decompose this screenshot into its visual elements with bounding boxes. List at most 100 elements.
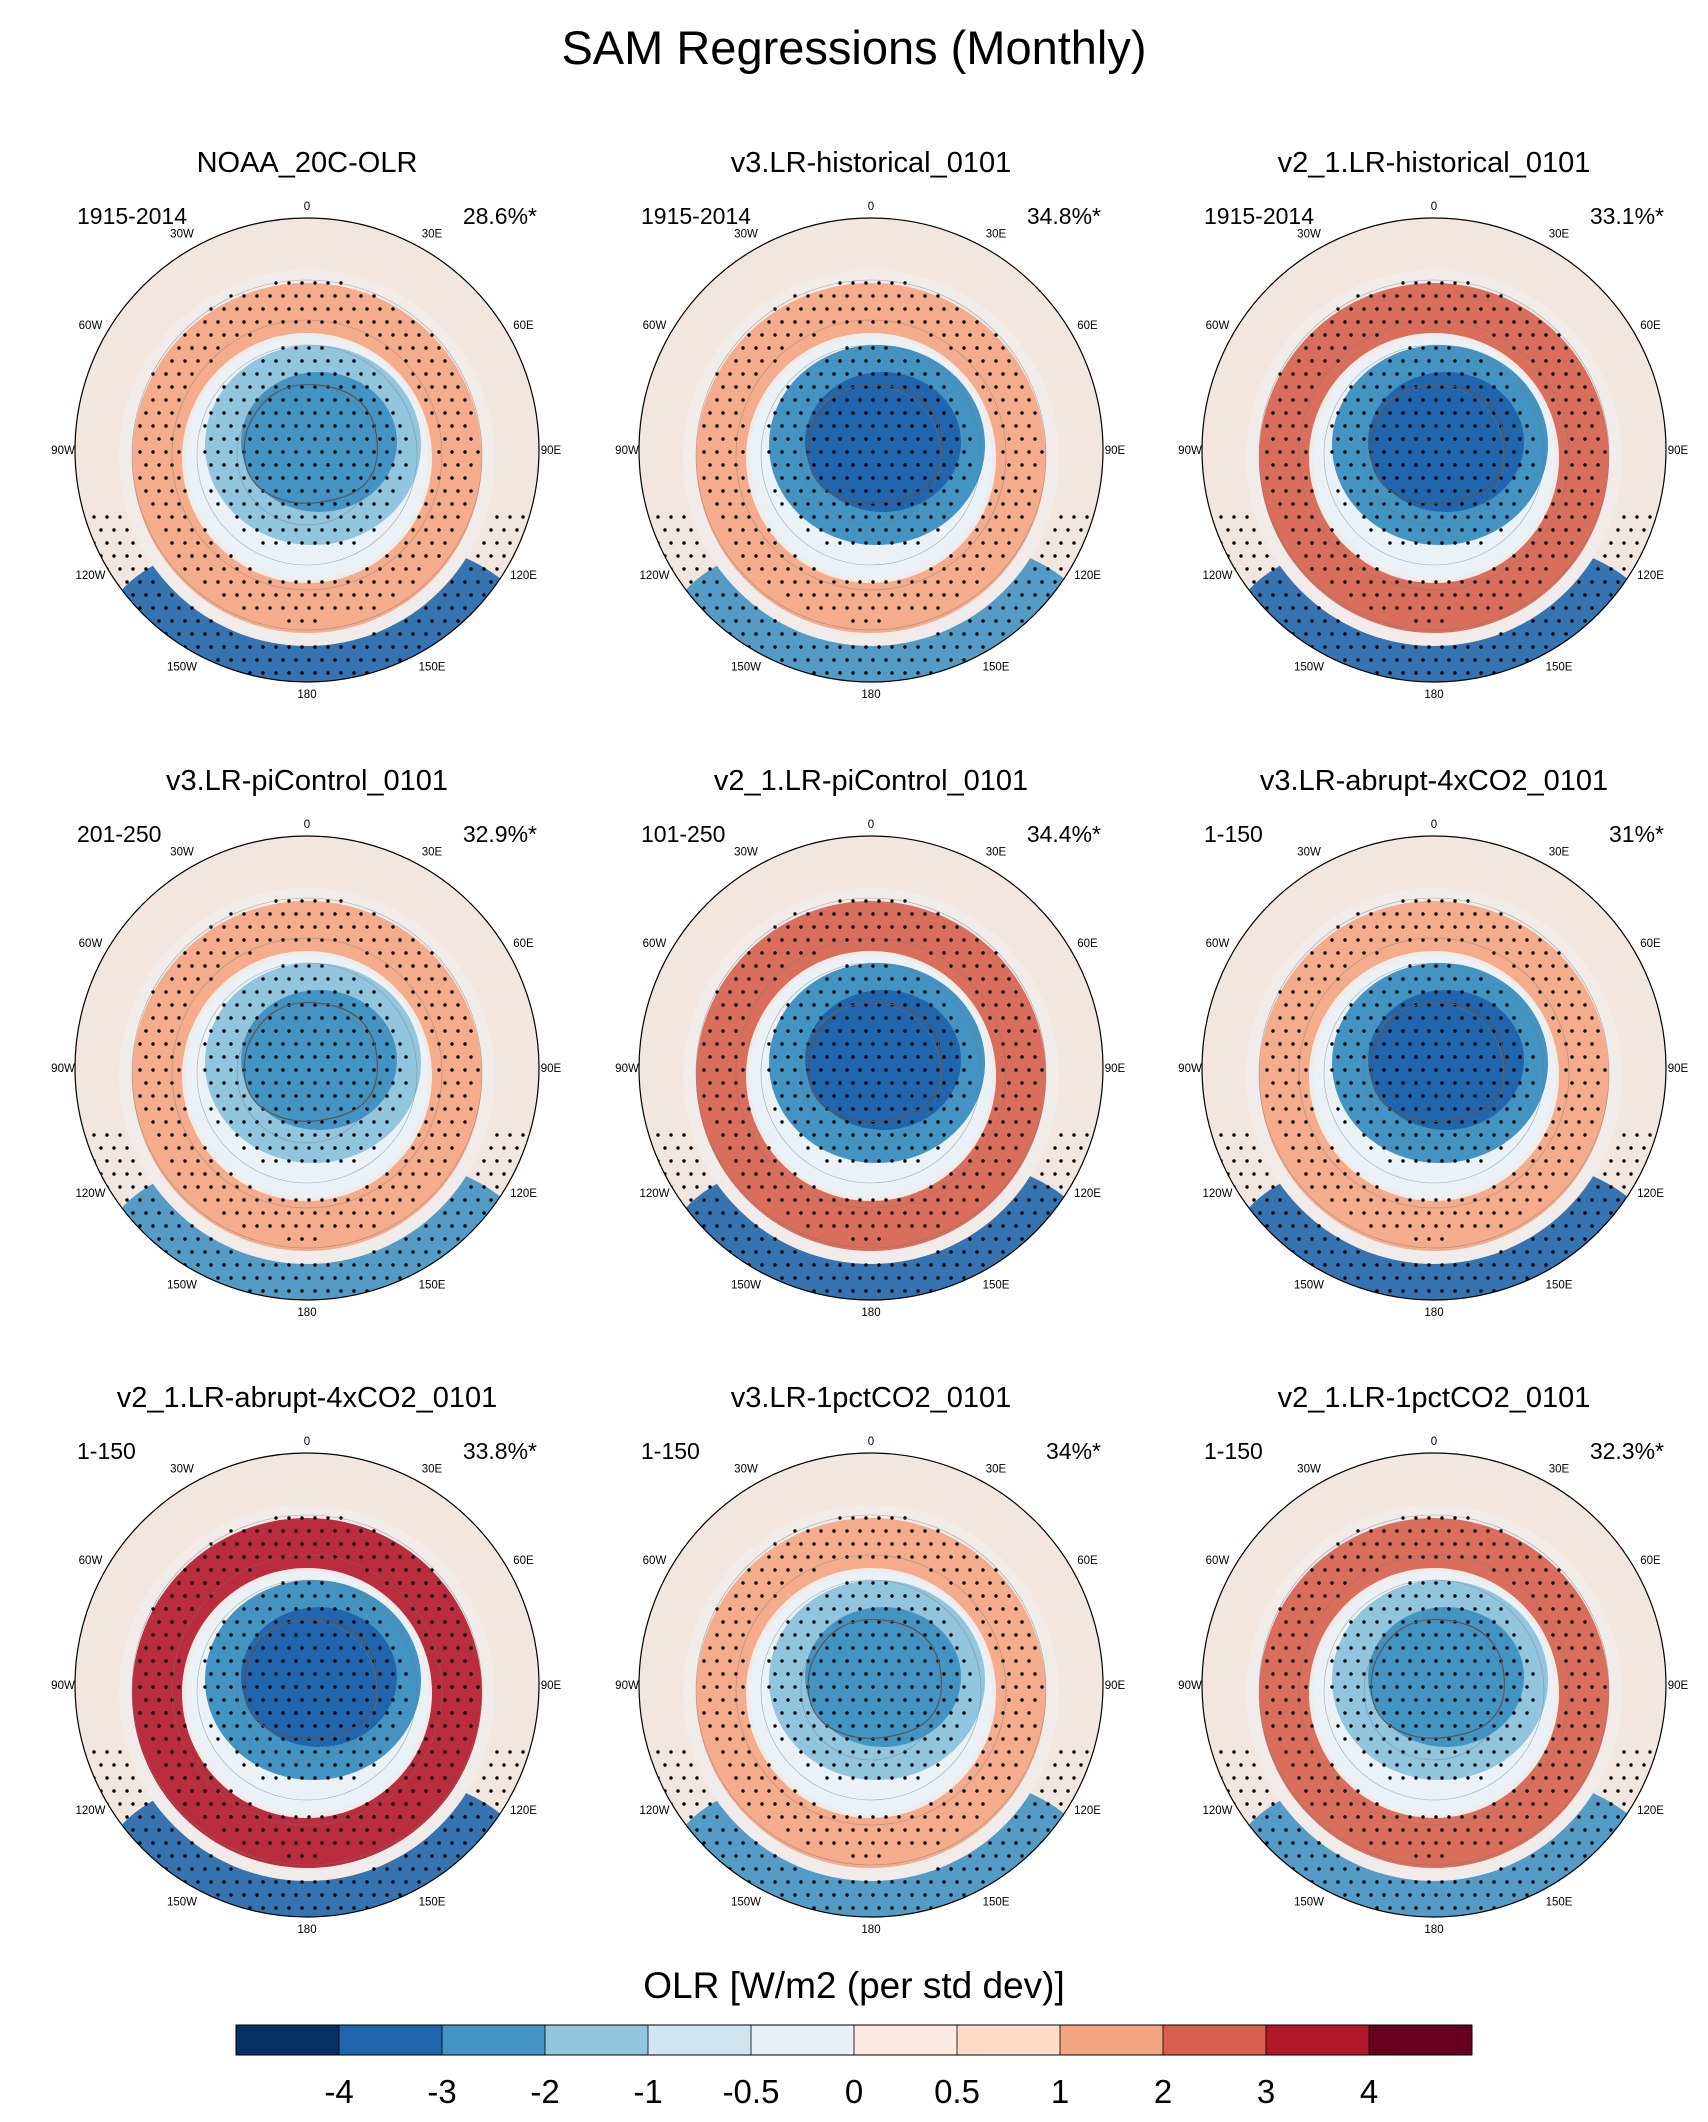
colorbar-svg: -4 -3 -2 -1 -0.5 0 0.5 1 2 3 4 — [235, 2024, 1473, 2110]
longitude-label: 60W — [1206, 938, 1230, 950]
longitude-label: 30E — [986, 1463, 1007, 1475]
colorbar-bin — [442, 2025, 545, 2055]
panel-variance: 34.4%* — [1026, 821, 1101, 847]
longitude-label: 60W — [1206, 1555, 1230, 1567]
longitude-label: 150W — [731, 1280, 761, 1292]
panel-title: v3.LR-abrupt-4xCO2_0101 — [1259, 765, 1609, 797]
map-border — [638, 1452, 1104, 1918]
longitude-label: 60W — [1206, 320, 1230, 332]
panel-period: 1915-2014 — [77, 203, 187, 229]
longitude-label: 60W — [79, 320, 103, 332]
longitude-label: 60E — [1640, 938, 1661, 950]
panel-variance: 34.8%* — [1026, 203, 1101, 229]
longitude-label: 60W — [643, 320, 667, 332]
main-title: SAM Regressions (Monthly) — [561, 21, 1147, 74]
longitude-label: 0 — [304, 201, 310, 213]
colorbar-bin — [339, 2025, 442, 2055]
colorbar-bin — [751, 2025, 854, 2055]
longitude-label: 0 — [304, 1436, 310, 1448]
polar-map: 0 30E 60E 90E 120E 150E 180 150W 120W 90W 60W 30W — [615, 1436, 1126, 1936]
longitude-label: 90W — [1178, 1063, 1202, 1075]
longitude-label: 0 — [868, 819, 874, 831]
map-border — [638, 217, 1104, 683]
longitude-label: 120W — [75, 570, 105, 582]
colorbar-tick: 0.5 — [934, 2073, 980, 2110]
colorbar-bin — [236, 2025, 339, 2055]
longitude-label: 60E — [513, 320, 534, 332]
longitude-label: 60E — [1640, 320, 1661, 332]
panel-period: 1915-2014 — [641, 203, 751, 229]
map-panel: v3.LR-1pctCO2_0101 1-150 34%* 0 30E 60E 90E 120… — [591, 1370, 1151, 1960]
ring-anomaly — [132, 1518, 482, 1868]
longitude-label: 90E — [1105, 1680, 1126, 1692]
longitude-label: 180 — [1424, 1924, 1443, 1936]
longitude-label: 0 — [1431, 819, 1437, 831]
colorbar-bin — [1369, 2025, 1472, 2055]
longitude-label: 30W — [734, 1463, 758, 1475]
longitude-label: 60W — [79, 1555, 103, 1567]
map-panel: v2_1.LR-abrupt-4xCO2_0101 1-150 33.8%* 0 30E… — [27, 1370, 587, 1960]
longitude-label: 90W — [615, 1063, 639, 1075]
polar-map: 0 30E 60E 90E 120E 150E 180 150W 120W 90W 60W 30W — [51, 1436, 561, 1936]
map-border — [1201, 1452, 1667, 1918]
longitude-label: 90E — [1668, 1680, 1689, 1692]
longitude-label: 120W — [639, 1188, 669, 1200]
longitude-label: 150E — [983, 662, 1010, 674]
longitude-label: 150W — [167, 1280, 197, 1292]
longitude-label: 60E — [513, 938, 534, 950]
longitude-label: 150E — [983, 1897, 1010, 1909]
panel-period: 1-150 — [1204, 1438, 1263, 1464]
panel-title: v3.LR-historical_0101 — [730, 147, 1012, 179]
longitude-label: 30E — [1549, 1463, 1570, 1475]
colorbar-tick: 3 — [1257, 2073, 1275, 2110]
longitude-label: 30W — [734, 228, 758, 240]
ring-anomaly — [1259, 1518, 1609, 1868]
map-border — [1201, 835, 1667, 1301]
longitude-label: 60W — [643, 1555, 667, 1567]
longitude-label: 90W — [51, 1063, 75, 1075]
longitude-label: 150W — [1294, 1280, 1324, 1292]
colorbar-tick: 2 — [1154, 2073, 1172, 2110]
ring-anomaly — [132, 901, 482, 1251]
longitude-label: 180 — [297, 1924, 316, 1936]
longitude-label: 60E — [513, 1555, 534, 1567]
longitude-label: 150E — [1546, 1280, 1573, 1292]
longitude-label: 120W — [1202, 1805, 1232, 1817]
ring-anomaly — [132, 283, 482, 633]
ring-anomaly — [696, 1518, 1046, 1868]
map-border — [1201, 217, 1667, 683]
colorbar-bin — [648, 2025, 751, 2055]
polar-map: 0 30E 60E 90E 120E 150E 180 150W 120W 90W 60W 30W — [615, 201, 1125, 701]
longitude-label: 60E — [1077, 320, 1098, 332]
longitude-label: 150E — [419, 1897, 446, 1909]
longitude-label: 150W — [1294, 1897, 1324, 1909]
longitude-label: 180 — [1424, 689, 1443, 701]
panel-variance: 32.9%* — [462, 821, 537, 847]
colorbar-bin — [1060, 2025, 1163, 2055]
longitude-label: 30E — [986, 846, 1007, 858]
panel-title: v3.LR-1pctCO2_0101 — [730, 1382, 1012, 1414]
map-border — [74, 217, 540, 683]
longitude-label: 180 — [861, 689, 880, 701]
longitude-label: 150W — [731, 1897, 761, 1909]
longitude-label: 30E — [1549, 228, 1570, 240]
map-panel: v3.LR-historical_0101 1915-2014 34.8%* 0 30E… — [591, 135, 1151, 725]
longitude-label: 90W — [615, 1680, 639, 1692]
longitude-label: 120E — [1637, 1188, 1664, 1200]
longitude-label: 120E — [510, 570, 537, 582]
longitude-label: 30E — [422, 228, 443, 240]
longitude-label: 60W — [643, 938, 667, 950]
longitude-label: 30E — [1549, 846, 1570, 858]
longitude-label: 180 — [297, 689, 316, 701]
map-border — [638, 835, 1104, 1301]
colorbar-bin — [957, 2025, 1060, 2055]
ring-anomaly — [1259, 901, 1609, 1251]
map-panel: v3.LR-piControl_0101 201-250 32.9%* 0 30E 60E… — [27, 753, 587, 1343]
longitude-label: 120E — [1074, 570, 1101, 582]
longitude-label: 120E — [1637, 570, 1664, 582]
map-panel: v2_1.LR-historical_0101 1915-2014 33.1%* 0 3… — [1154, 135, 1708, 725]
longitude-label: 30E — [422, 846, 443, 858]
longitude-label: 180 — [1424, 1307, 1443, 1319]
longitude-label: 180 — [861, 1307, 880, 1319]
map-panel: v2_1.LR-1pctCO2_0101 1-150 32.3%* 0 30E 60E 90… — [1154, 1370, 1708, 1960]
